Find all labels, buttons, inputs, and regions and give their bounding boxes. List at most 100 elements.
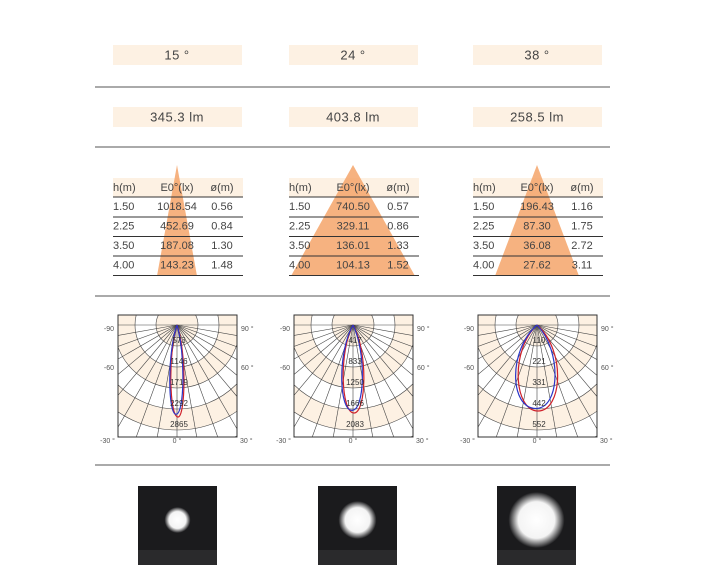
ring-label: 417 xyxy=(348,336,362,345)
spoke xyxy=(536,324,597,430)
spoke xyxy=(352,324,374,437)
table-cell: 4.00 xyxy=(473,259,494,271)
curve-blue xyxy=(169,324,184,415)
table-header: h(m) xyxy=(113,182,136,194)
spoke xyxy=(135,324,178,437)
table-cell: 104.13 xyxy=(336,259,370,271)
spoke xyxy=(352,324,395,437)
angle-label: 30 ° xyxy=(416,437,429,445)
table-cell: 27.62 xyxy=(523,259,551,271)
ring-label: 1250 xyxy=(346,378,364,387)
ring-label: 1666 xyxy=(346,399,364,408)
table-cell: 329.11 xyxy=(337,220,370,232)
spoke xyxy=(478,324,538,375)
spoke xyxy=(478,324,538,396)
spoke xyxy=(176,324,219,437)
angle-label: -90 xyxy=(280,326,290,333)
table-cell: 0.86 xyxy=(387,220,408,232)
beam-box xyxy=(473,45,602,65)
angle-label: -60 xyxy=(464,365,474,372)
table-cell: 2.25 xyxy=(113,220,134,232)
ring-label: 2292 xyxy=(170,399,188,408)
spoke xyxy=(294,324,354,336)
angle-label: -60 xyxy=(280,365,290,372)
table-cell: 1.50 xyxy=(289,201,310,213)
ring-label: 552 xyxy=(532,420,546,429)
table-cell: 2.25 xyxy=(473,220,494,232)
table-cell: 1.50 xyxy=(113,201,134,213)
spoke xyxy=(352,324,413,336)
table-cell: 740.50 xyxy=(336,201,370,213)
light-cone xyxy=(157,165,197,276)
spoke xyxy=(118,324,178,336)
table-cell: 136.01 xyxy=(336,240,370,252)
angle-label: 30 ° xyxy=(240,437,253,445)
angle-label: 90 ° xyxy=(417,325,430,333)
table-header: ø(m) xyxy=(210,182,233,194)
angle-label: 60 ° xyxy=(417,364,430,372)
angle-label: 0 ° xyxy=(173,437,182,445)
spoke xyxy=(176,324,237,336)
spoke xyxy=(478,324,538,360)
table-cell: 452.69 xyxy=(160,220,194,232)
angle-label: 0 ° xyxy=(533,437,542,445)
light-cone xyxy=(495,165,579,276)
table-header: E0°(lx) xyxy=(160,182,193,194)
table-header: h(m) xyxy=(473,182,496,194)
table-cell: 1.30 xyxy=(211,240,232,252)
beam-box xyxy=(289,45,418,65)
luminous-flux: 403.8 lm xyxy=(326,109,380,124)
spoke xyxy=(311,324,354,437)
angle-label: 90 ° xyxy=(241,325,254,333)
flux-box xyxy=(473,107,602,127)
spoke xyxy=(294,324,354,396)
table-cell: 1.75 xyxy=(571,220,592,232)
angle-label: -30 ° xyxy=(100,437,115,445)
table-cell: 3.50 xyxy=(289,240,310,252)
ring-label: 833 xyxy=(348,357,362,366)
table-cell: 1.33 xyxy=(387,240,408,252)
light-spot xyxy=(508,492,565,548)
photo-floor xyxy=(497,550,576,565)
spoke xyxy=(478,324,538,347)
table-cell: 0.84 xyxy=(211,220,232,232)
curve-red xyxy=(517,324,559,412)
spoke xyxy=(536,324,558,437)
spoke xyxy=(176,324,237,348)
angle-label: -30 ° xyxy=(460,437,475,445)
ring-label: 442 xyxy=(532,399,546,408)
table-cell: 2.25 xyxy=(289,220,310,232)
ring-label: 2083 xyxy=(346,420,364,429)
spoke xyxy=(176,324,237,397)
angle-label: 0 ° xyxy=(349,437,358,445)
table-cell: 187.08 xyxy=(160,240,194,252)
luminous-flux: 258.5 lm xyxy=(510,109,564,124)
table-cell: 1018.54 xyxy=(157,201,197,213)
beam-angle: 38 ° xyxy=(524,47,549,62)
spoke xyxy=(478,324,538,336)
spoke xyxy=(536,324,597,397)
ring-label: 1146 xyxy=(170,357,188,366)
beam-angle: 15 ° xyxy=(164,47,189,62)
spoke xyxy=(495,324,538,437)
table-cell: 3.50 xyxy=(473,240,494,252)
table-cell: 3.50 xyxy=(113,240,134,252)
spoke xyxy=(118,324,178,347)
table-header: E0°(lx) xyxy=(336,182,369,194)
ring-label: 2865 xyxy=(170,420,188,429)
spoke xyxy=(516,324,538,437)
spoke xyxy=(118,324,178,396)
beam-angle: 24 ° xyxy=(340,47,365,62)
table-header: E0°(lx) xyxy=(520,182,553,194)
ring-label: 1719 xyxy=(170,378,188,387)
spoke xyxy=(294,324,354,347)
table-cell: 4.00 xyxy=(289,259,310,271)
curve-blue xyxy=(515,324,556,410)
light-cone xyxy=(291,165,415,276)
polar-frame xyxy=(477,314,598,438)
polar-frame xyxy=(117,314,238,438)
photo-floor xyxy=(138,550,217,565)
polar-grid xyxy=(478,315,597,437)
light-spot xyxy=(338,501,377,539)
